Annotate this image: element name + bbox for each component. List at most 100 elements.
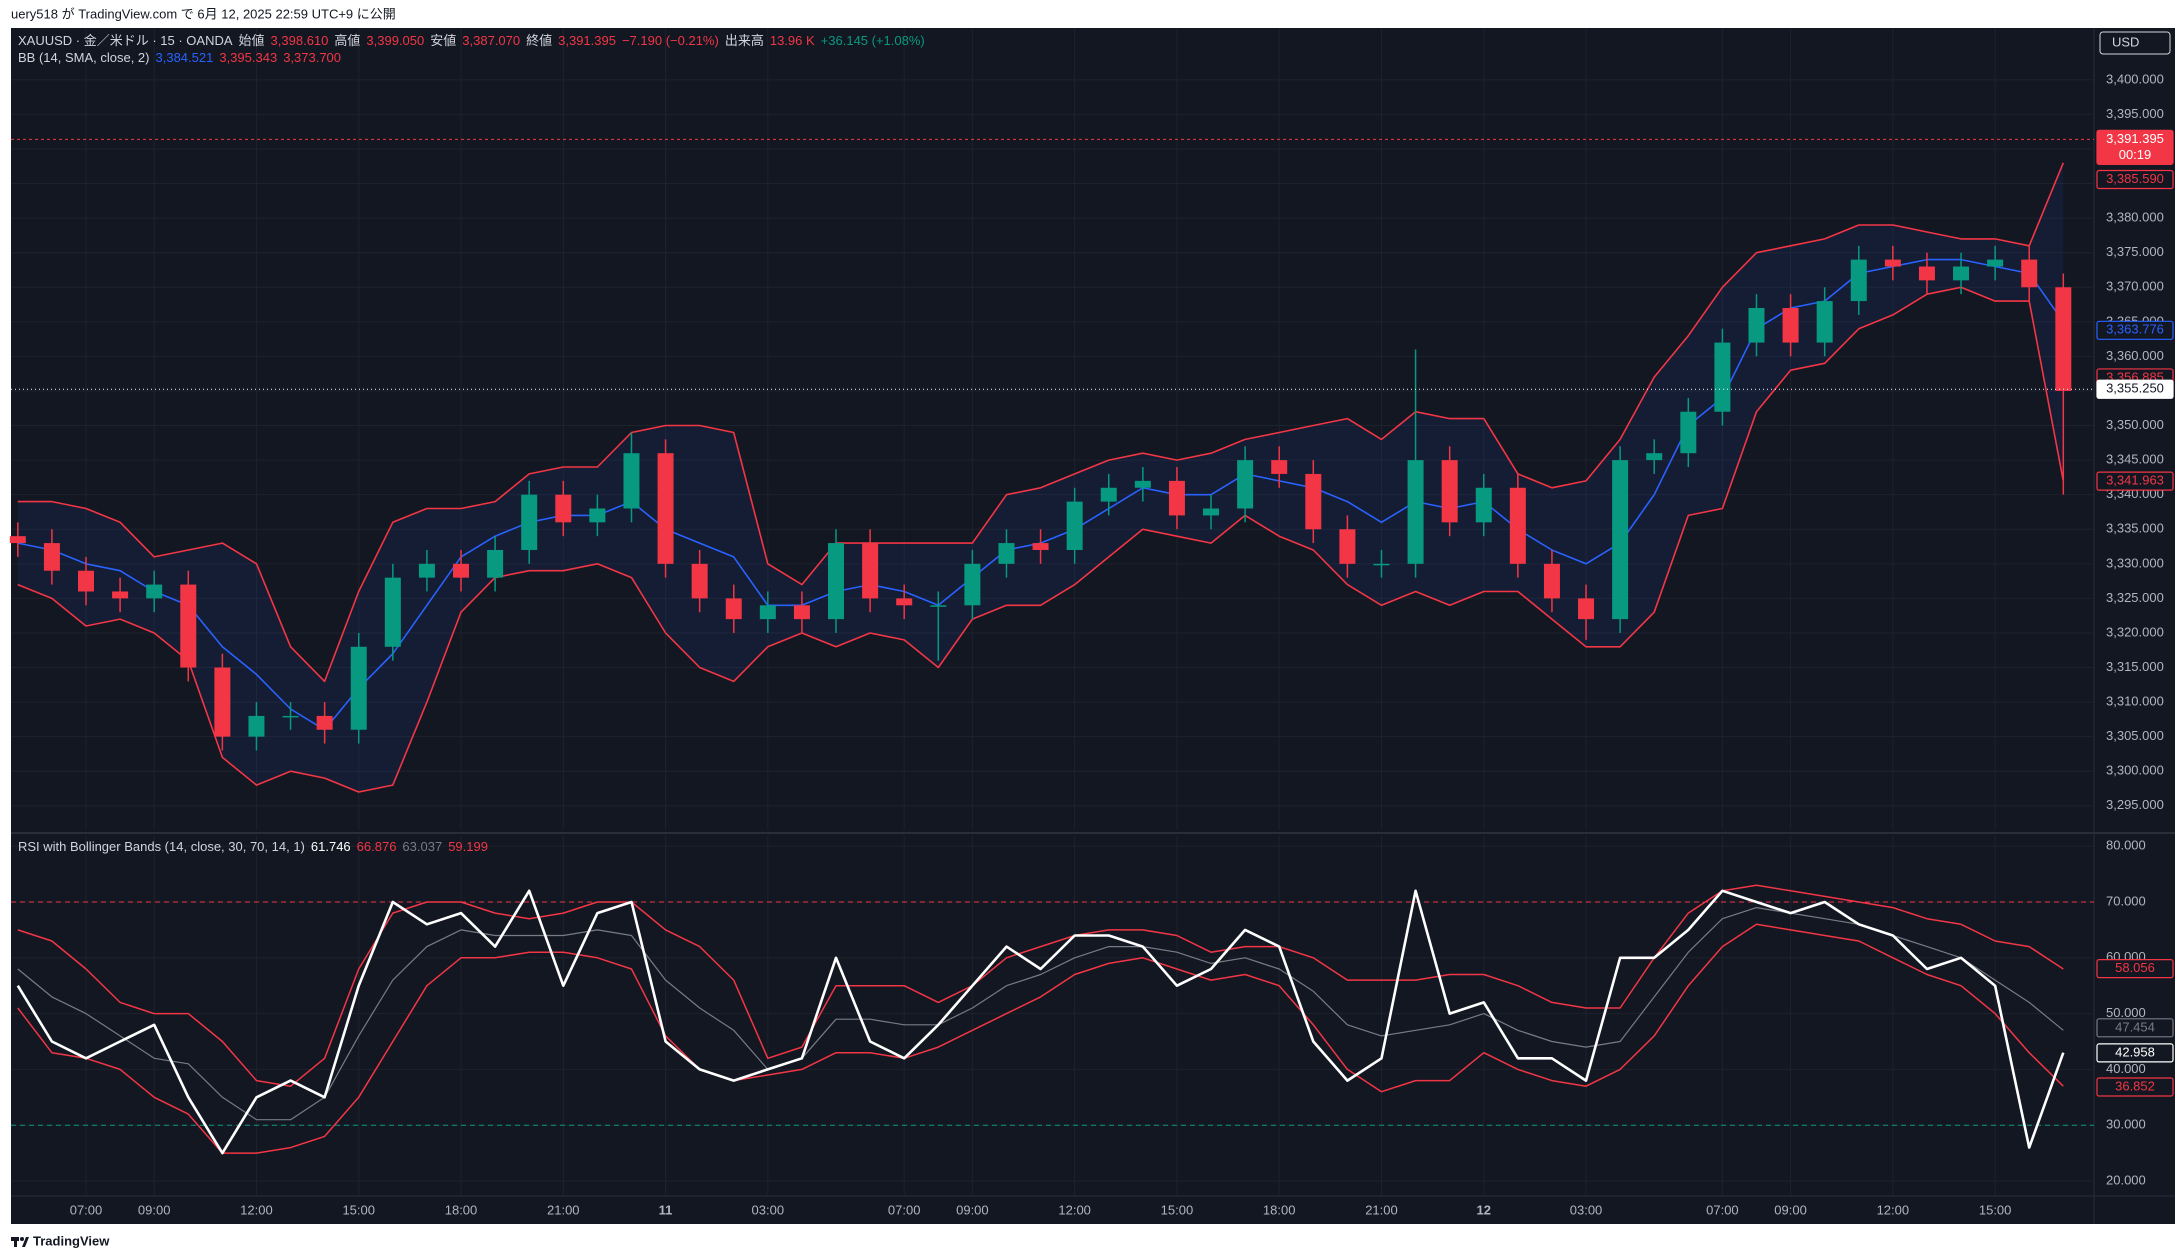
candle-body [487, 549, 504, 578]
y-tick-label: 3,310.000 [2106, 694, 2164, 709]
y-tick-label: 3,305.000 [2106, 728, 2164, 743]
legend-item: BB (14, SMA, close, 2) [18, 50, 150, 65]
y-tick-label: 3,350.000 [2106, 417, 2164, 432]
legend-row: XAUUSD · 金／米ドル · 15 · OANDA 始値 3,398.610 高値… [18, 33, 925, 48]
legend-item: 61.746 [311, 839, 351, 854]
candle-body [214, 667, 231, 737]
legend-item: XAUUSD · 金／米ドル · 15 · OANDA [18, 33, 233, 48]
candle-body [453, 563, 470, 578]
x-tick-label: 12:00 [1877, 1202, 1910, 1217]
candle-body [1134, 480, 1151, 488]
plot-layer: 3,295.000 3,300.000 3,305.000 3,310.000 3,31… [9, 28, 2174, 1217]
price-tag-label: 3,355.250 [2106, 381, 2164, 396]
candle-body [521, 494, 538, 550]
brand-logo [11, 1237, 29, 1247]
y-tick-label: 3,295.000 [2106, 797, 2164, 812]
candle-body [1680, 411, 1697, 454]
candle-body [1475, 487, 1492, 523]
legend-item: 3,399.050 [366, 33, 424, 48]
price-tag [2096, 471, 2174, 491]
candle-body [1271, 460, 1288, 474]
x-tick-label: 09:00 [956, 1202, 989, 1217]
candle-body [725, 598, 742, 620]
candle-body [555, 494, 572, 523]
y-tick-label: 3,360.000 [2106, 348, 2164, 363]
y-tick-label: 3,330.000 [2106, 555, 2164, 570]
chart-background [11, 28, 2175, 1224]
currency-label[interactable]: USD [2112, 34, 2139, 49]
x-tick-label: 15:00 [1979, 1202, 2012, 1217]
x-tick-label: 03:00 [1570, 1202, 1603, 1217]
price-tag-label: 36.852 [2115, 1078, 2155, 1093]
x-tick-label: 07:00 [70, 1202, 103, 1217]
candle-body [1509, 487, 1526, 564]
candle-body [1237, 460, 1254, 509]
candle-body [998, 543, 1015, 564]
series-line [17, 907, 2064, 1121]
x-tick-label: 07:00 [1706, 1202, 1739, 1217]
x-tick-label: 15:00 [342, 1202, 375, 1217]
candle-body [1816, 301, 1833, 343]
price-tag [2096, 169, 2174, 190]
legend-item: 3,398.610 [271, 33, 329, 48]
candle-body [828, 543, 845, 620]
x-tick-label: 15:00 [1161, 1202, 1194, 1217]
candle-body [793, 605, 810, 620]
legend-item: 63.037 [402, 839, 442, 854]
legend-item: 安値 [430, 33, 456, 48]
price-tag-label: 3,391.395 [2106, 131, 2164, 146]
x-tick-label: 09:00 [138, 1202, 171, 1217]
legend-item: 3,387.070 [462, 33, 520, 48]
price-tag [2096, 1077, 2174, 1097]
candle-body [1714, 342, 1731, 412]
legend-item: +36.145 (+1.08%) [821, 33, 925, 48]
candle-body [1066, 501, 1083, 550]
legend-item: 13.96 K [770, 33, 815, 48]
price-tag-label: 3,341.963 [2106, 473, 2164, 488]
candle-body [180, 584, 197, 668]
y-tick-label: 50.000 [2106, 1005, 2146, 1020]
candle-body [1748, 308, 1765, 343]
y-tick-label: 3,315.000 [2106, 659, 2164, 674]
legend-row: RSI with Bollinger Bands (14, close, 30,… [18, 839, 488, 854]
y-tick-label: 3,335.000 [2106, 521, 2164, 536]
candle-body [691, 563, 708, 599]
legend-item: 出来高 [725, 33, 764, 48]
price-tag [2096, 320, 2174, 340]
candle-body [9, 536, 26, 544]
price-tag-countdown: 00:19 [2119, 147, 2152, 162]
candle-body [146, 584, 163, 599]
x-tick-label: 03:00 [752, 1202, 785, 1217]
price-tag-label: 3,363.776 [2106, 322, 2164, 337]
y-tick-label: 3,400.000 [2106, 71, 2164, 86]
x-tick-label: 11 [659, 1202, 673, 1217]
price-tag [2096, 129, 2174, 165]
y-tick-label: 3,300.000 [2106, 763, 2164, 778]
candle-body [623, 453, 640, 509]
candle-body [657, 453, 674, 564]
candle-body [350, 646, 367, 730]
y-tick-label: 3,325.000 [2106, 590, 2164, 605]
y-tick-label: 3,395.000 [2106, 106, 2164, 121]
y-tick-label: 30.000 [2106, 1117, 2146, 1132]
candle-body [43, 543, 60, 571]
candle-body [316, 715, 333, 730]
price-tag-label: 3,385.590 [2106, 171, 2164, 186]
x-tick-label: 18:00 [445, 1202, 478, 1217]
x-tick-label: 07:00 [888, 1202, 921, 1217]
price-tag-label: 58.056 [2115, 960, 2155, 975]
candle-body [1646, 453, 1663, 461]
candle-body [1578, 598, 1595, 620]
y-tick-label: 3,345.000 [2106, 452, 2164, 467]
candle-body [112, 591, 129, 599]
legend-item: 3,373.700 [283, 50, 341, 65]
price-tag [2096, 959, 2174, 979]
y-tick-label: 3,320.000 [2106, 624, 2164, 639]
candle-body [1918, 266, 1935, 281]
candle-body [1032, 543, 1049, 550]
candle-body [759, 605, 776, 620]
y-tick-label: 20.000 [2106, 1172, 2146, 1187]
price-tag-label: 47.454 [2115, 1019, 2155, 1034]
currency-button[interactable] [2099, 31, 2171, 55]
